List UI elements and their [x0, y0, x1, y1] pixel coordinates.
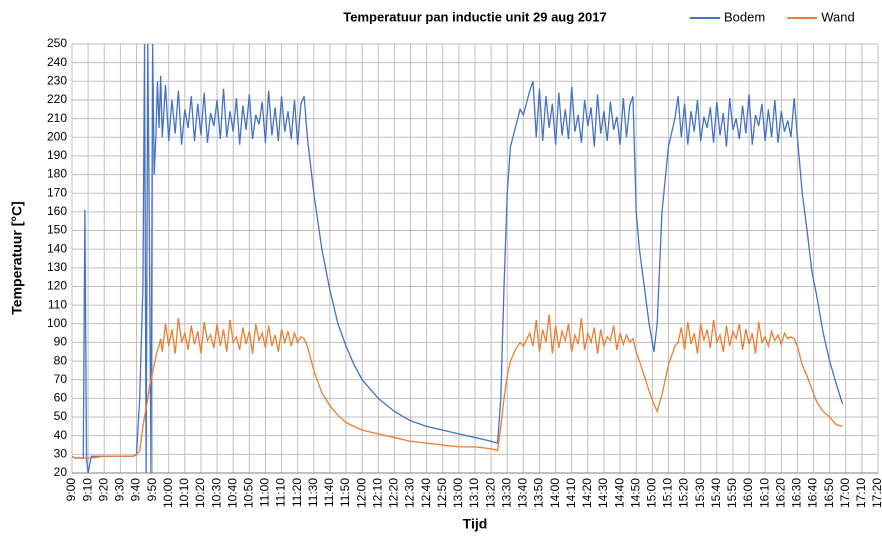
- y-tick-label: 200: [47, 129, 67, 143]
- legend-label: Bodem: [724, 9, 765, 24]
- y-tick-label: 220: [47, 92, 67, 106]
- x-tick-label: 14:00: [548, 478, 562, 508]
- x-tick-label: 16:30: [790, 478, 804, 508]
- x-tick-label: 11:30: [306, 478, 320, 507]
- x-tick-label: 15:20: [677, 478, 691, 508]
- x-tick-label: 15:50: [725, 478, 739, 508]
- x-tick-label: 14:10: [564, 478, 578, 508]
- x-tick-label: 15:10: [661, 478, 675, 508]
- x-tick-label: 12:20: [387, 478, 401, 508]
- x-tick-label: 11:10: [274, 478, 288, 507]
- x-tick-label: 13:30: [499, 478, 513, 508]
- x-tick-label: 9:20: [96, 478, 110, 502]
- y-tick-label: 170: [47, 185, 67, 199]
- x-tick-label: 16:20: [773, 478, 787, 508]
- y-tick-label: 110: [48, 297, 67, 311]
- x-tick-label: 10:20: [193, 478, 207, 508]
- x-tick-label: 14:20: [580, 478, 594, 508]
- x-tick-label: 17:00: [838, 478, 852, 508]
- x-tick-label: 12:00: [354, 478, 368, 508]
- x-tick-label: 9:10: [80, 478, 94, 502]
- x-tick-label: 13:10: [467, 478, 481, 508]
- y-tick-label: 90: [54, 335, 68, 349]
- x-tick-label: 15:00: [644, 478, 658, 508]
- y-tick-label: 40: [54, 428, 68, 442]
- x-tick-label: 9:00: [64, 478, 78, 502]
- y-tick-label: 120: [47, 279, 67, 293]
- x-tick-label: 10:40: [225, 478, 239, 508]
- x-tick-label: 9:30: [113, 478, 127, 502]
- x-tick-label: 11:40: [322, 478, 336, 507]
- y-tick-label: 160: [47, 204, 67, 218]
- y-tick-label: 240: [47, 55, 67, 69]
- x-tick-label: 17:10: [854, 478, 868, 508]
- x-tick-label: 12:40: [419, 478, 433, 508]
- y-tick-label: 30: [54, 447, 68, 461]
- y-tick-label: 190: [47, 148, 67, 162]
- x-tick-label: 12:50: [435, 478, 449, 508]
- x-tick-label: 10:10: [177, 478, 191, 508]
- x-tick-label: 13:40: [516, 478, 530, 508]
- series-line: [72, 314, 843, 459]
- y-tick-label: 140: [47, 241, 67, 255]
- x-tick-label: 14:40: [612, 478, 626, 508]
- y-tick-label: 250: [47, 36, 67, 50]
- y-tick-label: 80: [54, 353, 68, 367]
- x-tick-label: 11:50: [338, 478, 352, 507]
- x-tick-label: 10:30: [209, 478, 223, 508]
- x-tick-label: 12:10: [370, 478, 384, 508]
- y-tick-label: 50: [54, 409, 68, 423]
- x-tick-label: 16:10: [757, 478, 771, 508]
- x-tick-label: 15:30: [693, 478, 707, 508]
- x-tick-label: 15:40: [709, 478, 723, 508]
- x-tick-label: 14:30: [596, 478, 610, 508]
- y-tick-label: 60: [54, 391, 68, 405]
- y-tick-label: 210: [47, 111, 67, 125]
- x-tick-label: 16:00: [741, 478, 755, 508]
- x-tick-label: 16:50: [822, 478, 836, 508]
- x-tick-label: 13:20: [483, 478, 497, 508]
- x-tick-label: 11:20: [290, 478, 304, 507]
- y-tick-label: 180: [47, 167, 67, 181]
- y-tick-label: 100: [47, 316, 67, 330]
- x-tick-label: 16:40: [806, 478, 820, 508]
- x-tick-label: 9:50: [145, 478, 159, 502]
- x-tick-label: 10:50: [241, 478, 255, 508]
- x-tick-label: 10:00: [161, 478, 175, 508]
- x-tick-label: 14:50: [628, 478, 642, 508]
- series-line: [72, 44, 844, 473]
- y-axis-label: Temperatuur [°C]: [9, 201, 25, 314]
- x-tick-label: 13:00: [451, 478, 465, 508]
- x-tick-label: 13:50: [532, 478, 546, 508]
- x-tick-label: 17:20: [870, 478, 882, 508]
- chart-title: Temperatuur pan inductie unit 29 aug 201…: [343, 9, 606, 24]
- y-tick-label: 20: [54, 465, 68, 479]
- y-tick-label: 130: [47, 260, 67, 274]
- x-tick-label: 11:00: [258, 478, 272, 507]
- y-tick-label: 70: [54, 372, 68, 386]
- x-axis-label: Tijd: [463, 516, 488, 532]
- y-tick-label: 150: [47, 223, 67, 237]
- x-tick-label: 12:30: [403, 478, 417, 508]
- legend-label: Wand: [821, 9, 854, 24]
- x-tick-label: 9:40: [129, 478, 143, 502]
- y-tick-label: 230: [47, 73, 67, 87]
